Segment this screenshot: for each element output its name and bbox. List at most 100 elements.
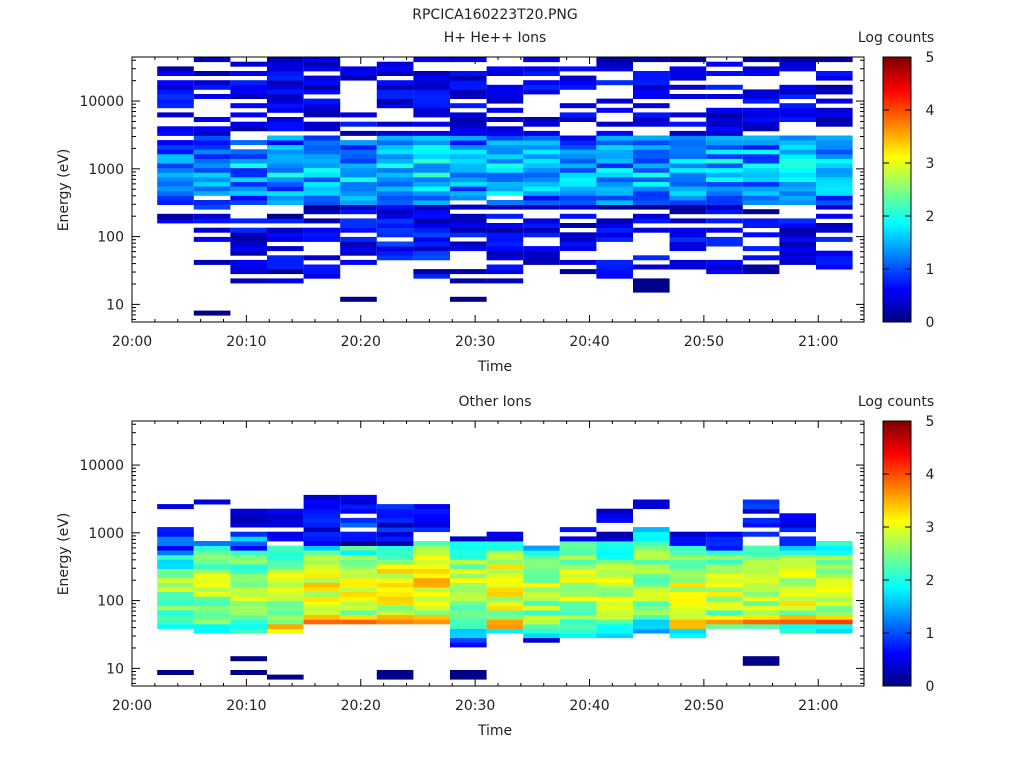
heatmap-cell — [230, 536, 267, 542]
heatmap-cell — [486, 200, 524, 205]
heatmap-cell — [559, 568, 597, 574]
heatmap-cell — [303, 545, 341, 551]
heatmap-cell — [376, 80, 414, 86]
heatmap-cell — [742, 190, 780, 196]
heatmap-cell — [486, 564, 524, 569]
colorbar-segment — [883, 295, 911, 299]
heatmap-cell — [303, 517, 341, 523]
colorbar-segment — [883, 80, 911, 84]
heatmap-cell — [376, 619, 414, 625]
heatmap-cell — [230, 94, 267, 99]
heatmap-cell — [340, 508, 377, 514]
heatmap-cell — [523, 587, 560, 592]
heatmap-cell — [413, 554, 450, 560]
heatmap-cell — [816, 591, 853, 597]
heatmap-cell — [523, 71, 560, 76]
colorbar-segment — [883, 580, 911, 584]
colorbar-segment — [883, 497, 911, 501]
heatmap-cell — [523, 259, 560, 265]
heatmap-cell — [669, 587, 707, 592]
heatmap-cell — [596, 269, 633, 275]
x-tick-label: 20:20 — [341, 334, 381, 350]
heatmap-cell — [669, 167, 707, 173]
colorbar-segment — [883, 423, 911, 427]
heatmap-cell — [633, 195, 670, 201]
heatmap-cell — [559, 559, 597, 565]
heatmap-cell — [303, 273, 341, 279]
heatmap-cell — [450, 112, 487, 118]
heatmap-cell — [742, 660, 780, 666]
heatmap-cell — [779, 246, 816, 252]
heatmap-cell — [303, 209, 341, 215]
heatmap-cell — [157, 670, 194, 675]
heatmap-cell — [596, 130, 633, 136]
heatmap-cell — [303, 550, 341, 556]
heatmap-cell — [413, 80, 450, 86]
heatmap-cell — [340, 227, 377, 233]
heatmap-cell — [413, 167, 450, 173]
heatmap-cell — [450, 241, 487, 247]
heatmap-cell — [486, 596, 524, 602]
heatmap-cell — [816, 57, 853, 63]
colorbar-segment — [883, 593, 911, 597]
colorbar-segment — [883, 216, 911, 220]
heatmap-cell — [230, 559, 267, 565]
heatmap-cell — [413, 135, 450, 141]
heatmap-cell — [669, 568, 707, 574]
heatmap-cell — [267, 531, 304, 537]
heatmap-cell — [669, 140, 707, 146]
heatmap-cell — [193, 614, 231, 620]
heatmap-cell — [742, 531, 780, 537]
heatmap-cell — [633, 140, 670, 146]
heatmap-cell — [157, 149, 194, 155]
heatmap-cell — [596, 517, 633, 523]
colorbar-segment — [883, 94, 911, 98]
colorbar-segment — [883, 168, 911, 172]
heatmap-cell — [157, 94, 194, 99]
heatmap-cell — [376, 153, 414, 159]
heatmap-cell — [267, 98, 304, 104]
heatmap-cell — [413, 144, 450, 150]
heatmap-cell — [779, 84, 816, 90]
heatmap-cell — [230, 172, 267, 178]
heatmap-cell — [157, 112, 194, 118]
heatmap-cell — [303, 568, 341, 574]
colorbar-tick-label: 1 — [926, 626, 935, 642]
heatmap-cell — [450, 158, 487, 164]
colorbar-segment — [883, 276, 911, 281]
heatmap-cell — [559, 628, 597, 634]
heatmap-cell — [230, 564, 267, 569]
heatmap-cell — [303, 531, 341, 537]
heatmap-cell — [633, 144, 670, 150]
heatmap-cell — [633, 227, 670, 233]
colorbar-segment — [883, 601, 911, 605]
colorbar-segment — [883, 316, 911, 320]
heatmap-cell — [486, 213, 524, 219]
heatmap-cell — [376, 130, 414, 136]
heatmap-cell — [267, 564, 304, 569]
heatmap-cell — [267, 186, 304, 192]
heatmap-cell — [157, 527, 194, 533]
heatmap-cell — [523, 564, 560, 569]
heatmap-cell — [340, 190, 377, 196]
heatmap-cell — [376, 522, 414, 528]
colorbar-segment — [883, 622, 911, 626]
heatmap-cell — [523, 163, 560, 169]
heatmap-cell — [450, 278, 487, 284]
heatmap-cell — [816, 135, 853, 141]
heatmap-cell — [779, 135, 816, 141]
heatmap-cell — [267, 278, 304, 284]
heatmap-cell — [559, 66, 597, 72]
heatmap-cell — [340, 195, 377, 201]
heatmap-cell — [486, 605, 524, 611]
heatmap-cell — [157, 84, 194, 90]
heatmap-cell — [157, 126, 194, 132]
x-tick-label: 20:10 — [226, 698, 266, 714]
colorbar-segment — [883, 284, 911, 289]
heatmap-cell — [193, 236, 231, 242]
colorbar-segment — [883, 548, 911, 552]
heatmap-cell — [267, 536, 304, 542]
y-tick-label: 1000 — [88, 162, 124, 178]
colorbar-segment — [883, 638, 911, 642]
heatmap-cell — [267, 135, 304, 141]
